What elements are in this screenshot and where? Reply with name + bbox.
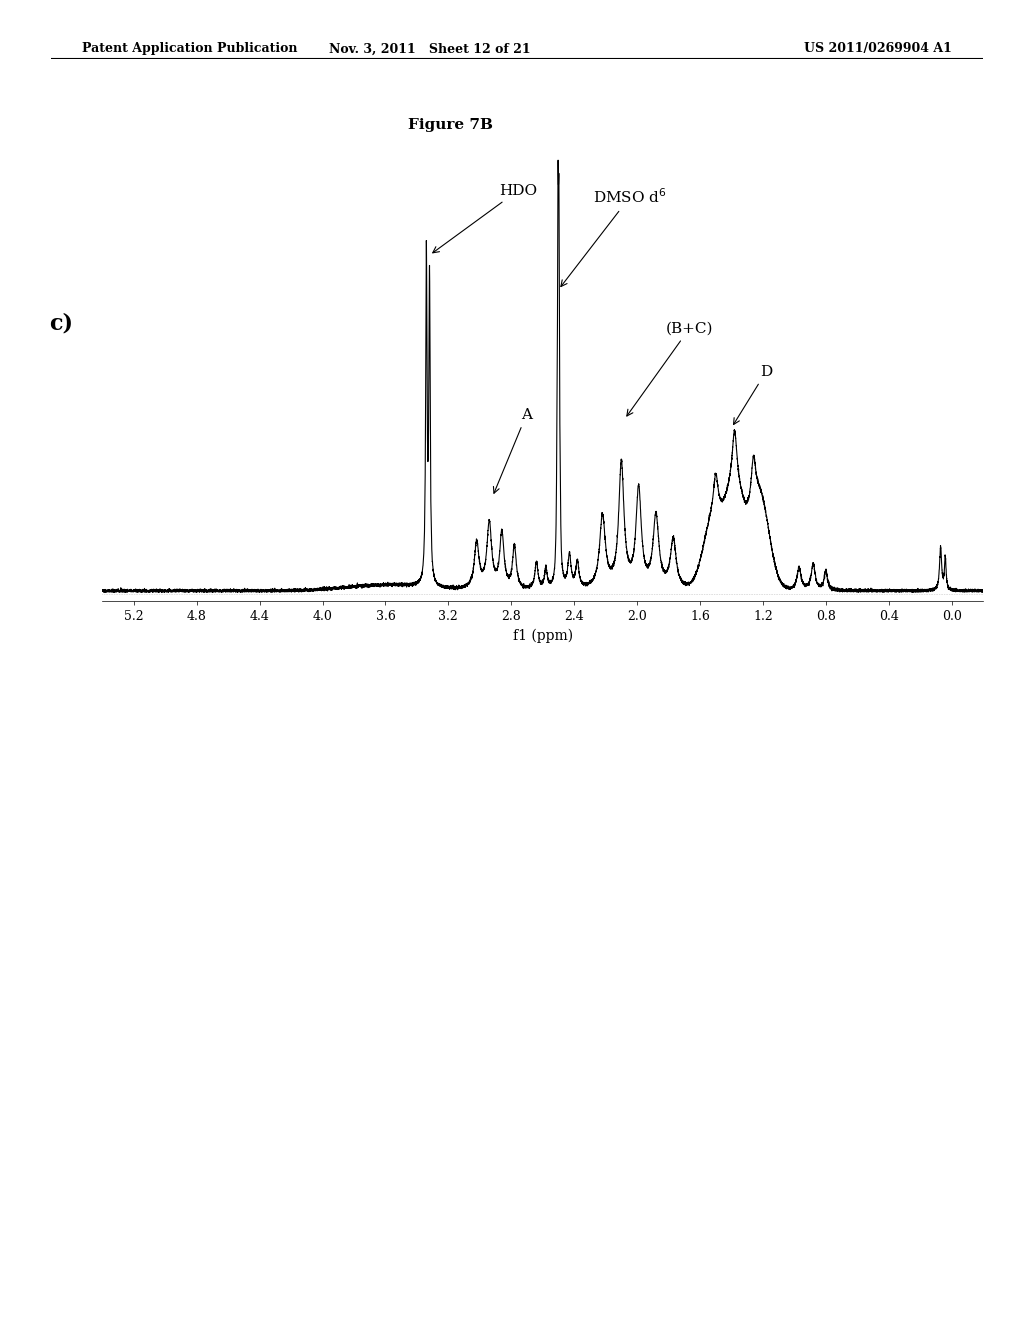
Text: (B+C): (B+C) <box>627 322 713 416</box>
X-axis label: f1 (ppm): f1 (ppm) <box>513 628 572 643</box>
Text: US 2011/0269904 A1: US 2011/0269904 A1 <box>805 42 952 55</box>
Text: Patent Application Publication: Patent Application Publication <box>82 42 297 55</box>
Text: HDO: HDO <box>433 183 537 253</box>
Text: D: D <box>733 366 772 425</box>
Text: Figure 7B: Figure 7B <box>408 119 494 132</box>
Text: A: A <box>494 408 531 494</box>
Text: DMSO d$^6$: DMSO d$^6$ <box>561 187 667 286</box>
Text: c): c) <box>49 313 74 334</box>
Text: Nov. 3, 2011   Sheet 12 of 21: Nov. 3, 2011 Sheet 12 of 21 <box>330 42 530 55</box>
